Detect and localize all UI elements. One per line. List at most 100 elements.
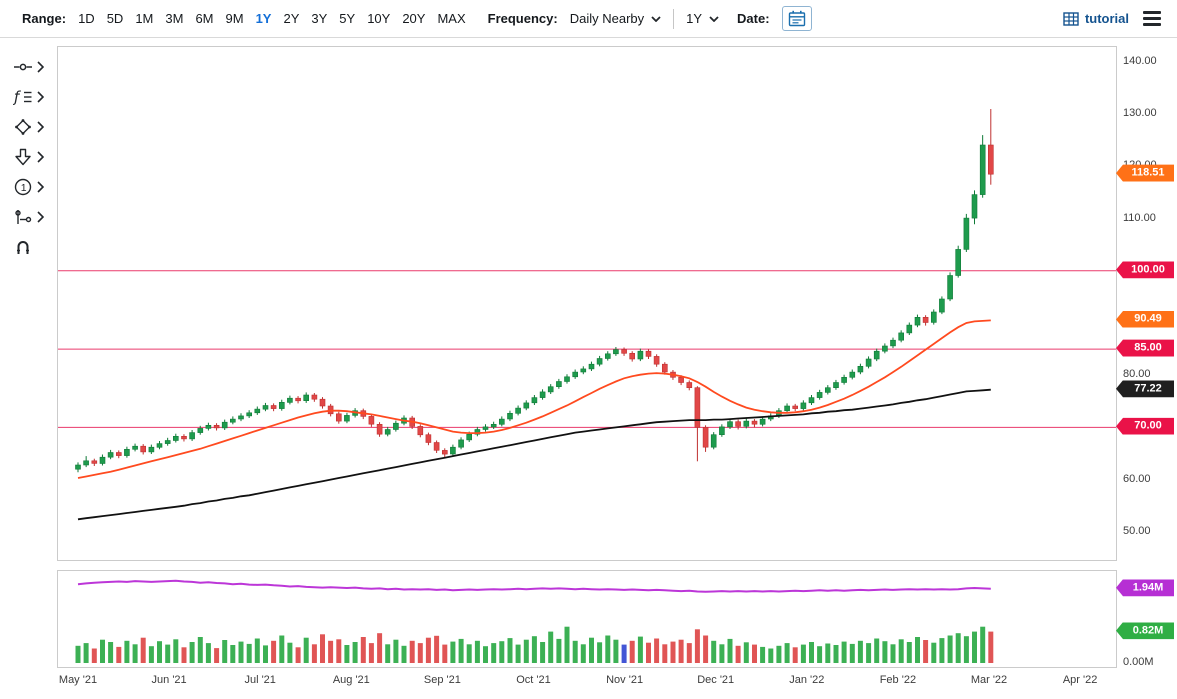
candle (645, 350, 652, 357)
range-option-6M[interactable]: 6M (195, 11, 214, 26)
number-annotation-tool[interactable]: 1 (13, 176, 44, 198)
x-axis-label: Jun '21 (151, 674, 187, 686)
candle (507, 412, 513, 420)
menu-button[interactable] (1141, 7, 1163, 30)
price-badge: 100.00 (1116, 261, 1174, 279)
volume-bar (173, 639, 179, 663)
volume-bar (857, 640, 863, 663)
candle (686, 382, 693, 388)
candle (971, 194, 978, 219)
volume-bar (589, 637, 594, 663)
range-option-3Y[interactable]: 3Y (311, 11, 328, 26)
price-chart[interactable] (57, 46, 1117, 561)
candle (425, 434, 432, 443)
candle (629, 352, 636, 360)
volume-bar (629, 640, 635, 663)
compare-tool[interactable] (13, 206, 44, 228)
range-option-1Y[interactable]: 1Y (255, 11, 272, 26)
y-axis-label: 130.00 (1123, 107, 1157, 120)
range-option-3M[interactable]: 3M (165, 11, 184, 26)
candle (702, 427, 709, 448)
range-option-MAX[interactable]: MAX (437, 11, 466, 26)
range-option-1D[interactable]: 1D (78, 11, 95, 26)
volume-bar (735, 645, 741, 663)
x-axis-label: Dec '21 (697, 674, 735, 686)
volume-bar (466, 644, 472, 663)
candle (254, 408, 261, 414)
candle (816, 392, 823, 398)
candle (393, 422, 399, 430)
candle (727, 421, 733, 428)
volume-bar (931, 642, 937, 663)
frequency-dropdown[interactable]: Daily Nearby (570, 11, 661, 26)
price-badge: 77.22 (1116, 380, 1174, 398)
candle (115, 452, 122, 456)
range-option-10Y[interactable]: 10Y (367, 11, 391, 26)
volume-bar (230, 645, 236, 663)
toolbar: Range: 1D 5D 1M 3M 6M 9M 1Y 2Y 3Y 5Y 10Y 20Y MAX Fre… (0, 0, 1177, 38)
volume-bar (442, 644, 448, 663)
range-option-9M[interactable]: 9M (225, 11, 244, 26)
candle (824, 387, 831, 393)
volume-bar (75, 645, 81, 663)
volume-bar (124, 640, 130, 663)
volume-bar (743, 642, 749, 663)
candle (588, 363, 595, 370)
crosshair-line-tool[interactable] (13, 56, 44, 78)
range-option-2Y[interactable]: 2Y (283, 11, 300, 26)
range-option-5D[interactable]: 5D (106, 11, 124, 26)
volume-bar (564, 626, 570, 663)
volume-bar (499, 641, 505, 663)
candle (719, 426, 725, 435)
tutorial-link[interactable]: tutorial (1063, 11, 1129, 26)
candle (344, 415, 350, 422)
volume-bar (972, 631, 977, 663)
volume-bar (425, 637, 431, 663)
volume-plot (75, 579, 994, 663)
shapes-tool[interactable] (13, 116, 44, 138)
candle (564, 376, 570, 382)
volume-bar (784, 643, 790, 663)
range-option-5Y[interactable]: 5Y (339, 11, 356, 26)
arrow-annotation-tool[interactable] (13, 146, 44, 168)
indicators-tool[interactable]: ƒ (13, 86, 44, 108)
drawing-toolbar: ƒ 1 (13, 56, 44, 258)
candle (417, 426, 424, 436)
volume-bar (189, 642, 195, 663)
down-arrow-icon (15, 148, 31, 166)
ma-fast-line (77, 319, 991, 479)
candle (955, 249, 962, 276)
volume-bar (776, 645, 782, 663)
volume-bar (890, 644, 896, 663)
volume-bar (100, 639, 105, 663)
volume-bar (263, 645, 268, 663)
candle (164, 440, 171, 444)
volume-bar (817, 646, 823, 663)
candle (939, 298, 945, 313)
volume-bar (874, 638, 880, 663)
candle (238, 415, 244, 420)
candle (882, 345, 888, 352)
candle (156, 443, 163, 448)
frequency-label: Frequency: (487, 11, 558, 26)
candle (596, 358, 603, 365)
volume-bar (417, 643, 423, 663)
candle (759, 418, 766, 425)
candle (99, 456, 106, 464)
range-option-20Y[interactable]: 20Y (402, 11, 426, 26)
candle (523, 402, 530, 409)
date-picker-button[interactable] (781, 6, 812, 31)
diamond-icon (15, 119, 31, 135)
price-badge: 85.00 (1116, 339, 1174, 357)
magnet-tool[interactable] (13, 236, 44, 258)
volume-bar (866, 643, 872, 663)
volume-bar (246, 643, 252, 663)
candle (873, 350, 880, 360)
candle (841, 376, 847, 383)
volume-panel[interactable] (57, 570, 1117, 668)
x-axis-label: Jan '22 (789, 674, 825, 686)
volume-bar (646, 642, 651, 663)
period-dropdown[interactable]: 1Y (686, 11, 719, 26)
open-interest-line (77, 579, 991, 593)
range-option-1M[interactable]: 1M (135, 11, 154, 26)
